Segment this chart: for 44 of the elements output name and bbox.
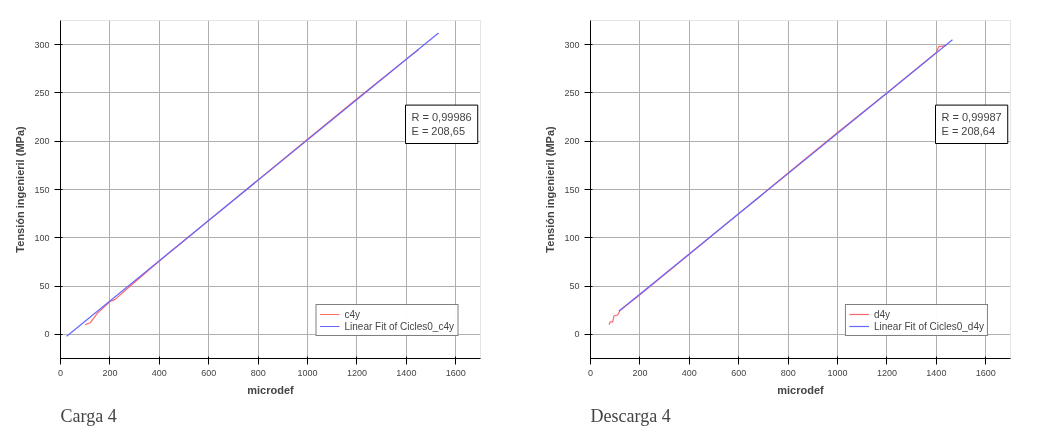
x-tick-label: 0 — [58, 367, 64, 378]
y-tick-label: 0 — [574, 329, 580, 340]
legend-label: c4y — [344, 308, 362, 320]
annotation: R = 0,99987 E = 208,64 — [941, 111, 1002, 138]
x-tick-label: 1600 — [975, 367, 996, 378]
x-tick-label: 200 — [632, 367, 648, 378]
x-tick-label: 1000 — [297, 367, 318, 378]
x-tick-label: 600 — [201, 367, 217, 378]
y-tick-label: 150 — [564, 184, 580, 195]
legend-label: d4y — [873, 308, 892, 320]
x-tick-label: 800 — [250, 367, 266, 378]
y-axis-title: Tensión ingenieril (MPa) — [14, 126, 27, 253]
text: Carga 4 — [60, 405, 117, 426]
y-tick-label: 250 — [34, 87, 50, 98]
legend-label: Linear Fit of Cicles0_c4y — [344, 320, 454, 332]
x-tick-label: 1200 — [876, 367, 897, 378]
x-tick-label: 800 — [780, 367, 796, 378]
x-tick-label: 1400 — [396, 367, 417, 378]
y-tick-label: 200 — [564, 136, 580, 147]
y-tick-label: 150 — [34, 184, 50, 195]
y-tick-label: 300 — [34, 39, 50, 50]
x-tick-label: 400 — [681, 367, 697, 378]
x-tick-label: 1600 — [445, 367, 466, 378]
x-tick-label: 600 — [731, 367, 747, 378]
y-tick-label: 300 — [564, 39, 580, 50]
y-tick-label: 100 — [564, 232, 580, 243]
y-tick-label: 100 — [34, 232, 50, 243]
y-tick-label: 0 — [44, 329, 50, 340]
annotation: R = 0,99986 E = 208,65 — [411, 111, 472, 138]
x-tick-label: 0 — [588, 367, 594, 378]
x-tick-label: 400 — [151, 367, 167, 378]
y-tick-label: 200 — [34, 136, 50, 147]
legend-label: Linear Fit of Cicles0_d4y — [873, 320, 984, 332]
y-tick-label: 250 — [564, 87, 580, 98]
x-tick-label: 1200 — [346, 367, 367, 378]
y-tick-label: 50 — [39, 281, 50, 292]
x-axis-title: microdef — [247, 383, 295, 396]
y-axis-title: Tensión ingenieril (MPa) — [544, 126, 557, 253]
text: Descarga 4 — [590, 405, 671, 426]
x-tick-label: 1400 — [926, 367, 947, 378]
y-tick-label: 50 — [569, 281, 580, 292]
x-axis-title: microdef — [777, 383, 825, 396]
x-tick-label: 200 — [102, 367, 118, 378]
x-tick-label: 1000 — [827, 367, 848, 378]
